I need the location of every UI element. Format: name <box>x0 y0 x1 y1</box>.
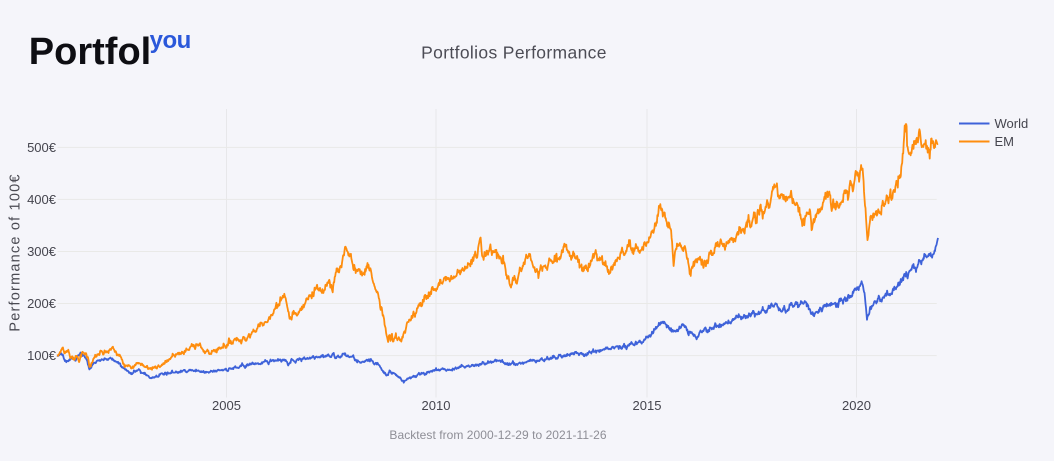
svg-text:400€: 400€ <box>27 192 57 207</box>
svg-text:2020: 2020 <box>842 398 871 413</box>
svg-text:200€: 200€ <box>27 296 57 311</box>
svg-text:Backtest from 2000-12-29 to 20: Backtest from 2000-12-29 to 2021-11-26 <box>389 428 606 442</box>
svg-text:100€: 100€ <box>27 348 57 363</box>
svg-text:500€: 500€ <box>27 140 57 155</box>
svg-text:2015: 2015 <box>633 398 662 413</box>
svg-text:300€: 300€ <box>27 244 57 259</box>
svg-text:World: World <box>995 116 1029 131</box>
svg-text:Performance of 100€: Performance of 100€ <box>7 173 23 331</box>
svg-text:Portfolios Performance: Portfolios Performance <box>421 43 607 63</box>
svg-text:EM: EM <box>995 134 1015 149</box>
svg-text:2005: 2005 <box>212 398 241 413</box>
svg-text:2010: 2010 <box>422 398 451 413</box>
